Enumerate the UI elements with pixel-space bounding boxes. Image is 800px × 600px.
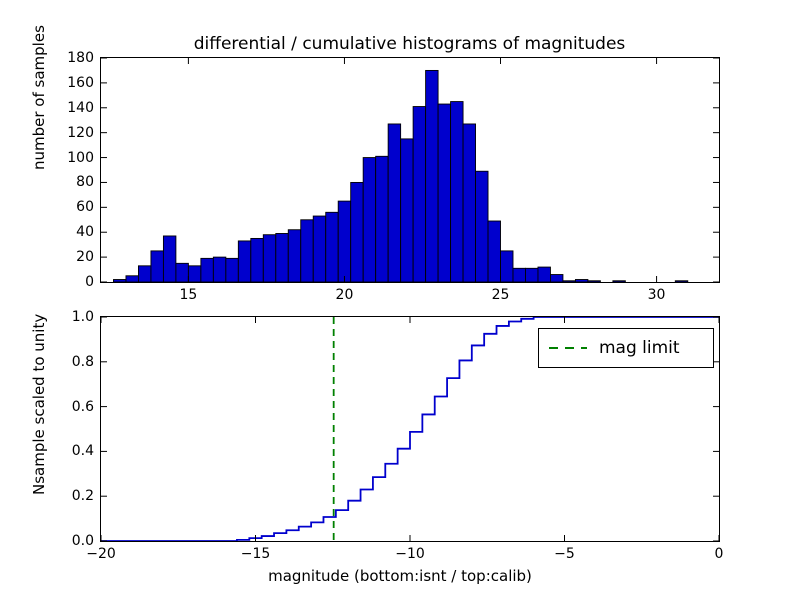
histogram-bar — [562, 280, 576, 282]
histogram-bar — [250, 237, 264, 282]
histogram-bar — [138, 265, 152, 282]
histogram-bar — [437, 103, 452, 282]
bottom-axis-xlabel: magnitude (bottom:isnt / top:calib) — [268, 567, 532, 585]
bottom-ytick-label: 0.4 — [71, 443, 94, 460]
bottom-ytick-label: 0.8 — [71, 353, 94, 370]
histogram-bar — [275, 233, 289, 282]
histogram-bar — [425, 69, 439, 282]
histogram-bar — [400, 138, 414, 282]
top-ytick-marks — [101, 58, 719, 282]
histogram-bar — [362, 157, 377, 282]
histogram-bar — [337, 200, 352, 282]
top-xtick-marks — [187, 58, 658, 282]
histogram-bar — [225, 257, 239, 282]
top-ytick-label: 20 — [76, 249, 94, 266]
histogram-bar — [187, 265, 202, 282]
bottom-xtick-label: −10 — [395, 546, 425, 562]
histogram-bar — [574, 279, 589, 282]
histogram-bar — [200, 257, 214, 282]
histogram-bar — [125, 275, 139, 282]
mag-limit-dashed-line-icon — [549, 347, 587, 349]
top-xtick-label: 20 — [335, 287, 354, 303]
histogram-bar — [212, 256, 227, 282]
histogram-bar — [300, 219, 314, 282]
bottom-ytick-marks — [101, 317, 719, 541]
top-axis-ylabel: number of samples — [30, 25, 48, 170]
histogram-bar — [674, 280, 689, 282]
top-ytick-label: 180 — [67, 50, 94, 66]
legend-entry-mag-limit[interactable]: mag limit — [549, 338, 680, 358]
histogram-bar — [587, 280, 601, 282]
bottom-ytick-label: 0.0 — [71, 533, 94, 549]
top-ytick-label: 80 — [76, 174, 94, 191]
histogram-bar — [325, 211, 339, 282]
bottom-ytick-label: 1.0 — [71, 309, 94, 325]
histogram-bar — [162, 235, 177, 282]
top-xtick-label: 30 — [647, 287, 666, 303]
histogram-bar — [387, 123, 402, 282]
top-axes-histogram — [100, 57, 720, 283]
histogram-bar — [237, 240, 252, 282]
top-ytick-label: 40 — [76, 224, 94, 241]
histogram-bar — [350, 181, 364, 282]
histogram-bar — [475, 170, 489, 282]
histogram-bar — [312, 215, 327, 282]
histogram-bar — [612, 280, 626, 282]
histogram-bar — [287, 229, 302, 282]
bottom-xtick-label: −5 — [554, 546, 575, 562]
histogram-bar — [550, 274, 564, 282]
bottom-xtick-label: 0 — [714, 546, 724, 562]
histogram-bar — [500, 250, 514, 282]
histogram-bar — [150, 250, 164, 282]
histogram-bar — [525, 267, 539, 282]
histogram-bar — [262, 234, 277, 282]
top-ytick-label: 120 — [67, 124, 94, 141]
histogram-bar — [450, 101, 464, 282]
histogram-bar — [512, 267, 526, 282]
bottom-xtick-label: −20 — [86, 546, 116, 562]
bottom-xtick-marks — [101, 317, 719, 541]
cumulative-plot-area — [101, 317, 719, 541]
figure-title: differential / cumulative histograms of … — [193, 34, 626, 54]
histogram-bars — [113, 69, 689, 282]
legend-box[interactable]: mag limit — [538, 328, 714, 368]
histogram-bar — [113, 279, 127, 282]
histogram-plot-area — [101, 58, 719, 282]
top-xtick-label: 15 — [179, 287, 198, 303]
legend-label-mag-limit: mag limit — [599, 338, 680, 358]
histogram-bar — [175, 262, 189, 282]
histogram-bar — [375, 155, 389, 282]
histogram-bar — [412, 106, 427, 282]
bottom-ytick-label: 0.2 — [71, 488, 94, 505]
top-ytick-label: 60 — [76, 199, 94, 216]
top-xtick-label: 25 — [491, 287, 510, 303]
cumulative-step-line — [101, 317, 719, 541]
histogram-bar — [487, 220, 501, 282]
top-ytick-label: 0 — [85, 274, 94, 290]
histogram-bar — [537, 266, 551, 282]
top-ytick-label: 100 — [67, 149, 94, 166]
bottom-ytick-label: 0.6 — [71, 398, 94, 415]
top-ytick-label: 140 — [67, 99, 94, 116]
histogram-bar — [462, 123, 476, 282]
top-ytick-label: 160 — [67, 74, 94, 91]
bottom-xtick-label: −15 — [240, 546, 271, 562]
